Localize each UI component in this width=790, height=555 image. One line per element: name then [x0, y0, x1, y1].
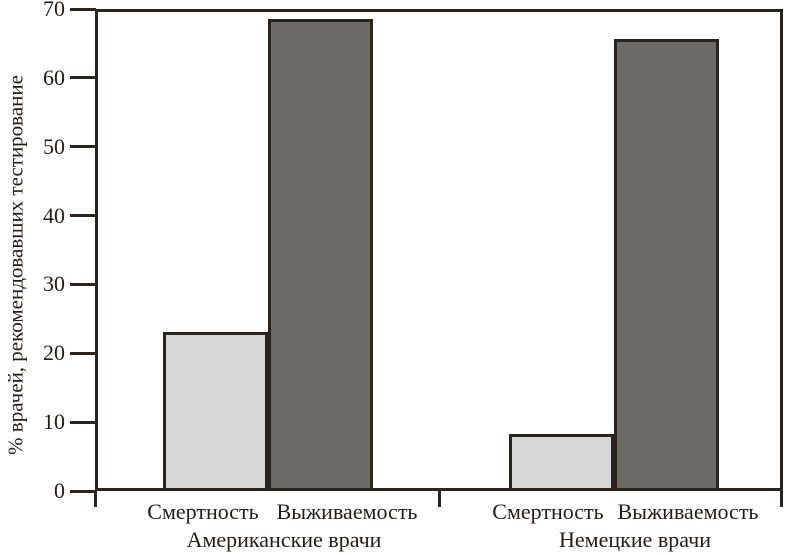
- y-axis-tick-label-10: 10: [43, 409, 65, 435]
- category-label-american-doctors-survival: Выживаемость: [276, 499, 418, 524]
- category-label-german-doctors-survival: Выживаемость: [617, 499, 759, 524]
- y-axis-tick-40: [70, 214, 96, 218]
- y-axis-tick-10: [70, 420, 96, 424]
- y-axis-tick-60: [70, 76, 96, 80]
- bar-american-doctors-mortality: [163, 332, 268, 488]
- y-axis-tick-20: [70, 351, 96, 355]
- group-label-american-doctors: Американские врачи: [186, 527, 382, 552]
- bar-american-doctors-survival: [268, 19, 373, 488]
- x-axis-divider-tick-0: [94, 491, 97, 507]
- bar-german-doctors-mortality: [509, 434, 614, 488]
- y-axis-tick-0: [70, 489, 96, 493]
- category-label-german-doctors-mortality: Смертность: [492, 499, 604, 524]
- y-axis-tick-label-30: 30: [43, 271, 65, 297]
- group-label-german-doctors: Немецкие врачи: [559, 527, 711, 552]
- y-axis-tick-70: [70, 7, 96, 11]
- x-axis-divider-tick-1: [438, 491, 441, 507]
- y-axis-tick-label-50: 50: [43, 133, 65, 159]
- y-axis-tick-label-40: 40: [43, 202, 65, 228]
- category-label-american-doctors-mortality: Смертность: [147, 499, 259, 524]
- y-axis-tick-50: [70, 145, 96, 149]
- y-axis-tick-label-60: 60: [43, 64, 65, 90]
- y-axis-tick-label-70: 70: [43, 0, 65, 21]
- y-axis-tick-label-0: 0: [54, 478, 65, 503]
- y-axis-title: % врачей, рекомендовавших тестирование: [3, 75, 28, 455]
- y-axis-tick-30: [70, 282, 96, 286]
- plot-area: [95, 9, 783, 491]
- bar-german-doctors-survival: [614, 39, 719, 488]
- x-axis-divider-tick-2: [780, 491, 783, 507]
- y-axis-tick-label-20: 20: [43, 340, 65, 366]
